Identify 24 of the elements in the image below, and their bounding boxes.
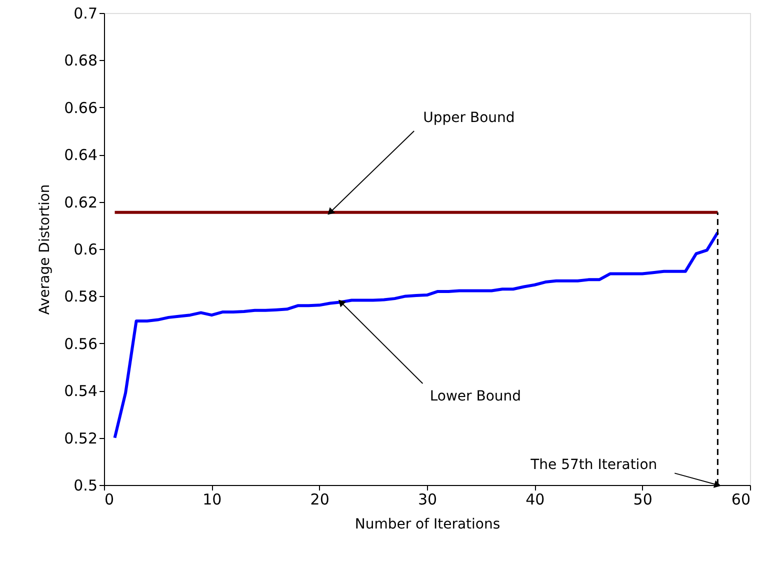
y-tick-label: 0.56 [64,334,98,353]
x-tick-label: 10 [202,490,222,508]
y-tick-label: 0.64 [64,146,98,164]
x-tick-label: 40 [526,490,545,508]
y-tick-label: 0.7 [74,4,98,22]
y-tick-label: 0.54 [64,382,98,400]
y-tick-label: 0.5 [74,476,98,494]
x-tick-label: 30 [418,490,438,508]
annotation: The 57th Iteration [530,456,658,473]
y-tick-label: 0.58 [64,288,98,306]
x-tick-label: 60 [731,490,750,508]
x-tick-label: 20 [310,490,330,508]
y-tick-label: 0.62 [64,193,98,212]
y-tick-label: 0.68 [64,52,98,70]
line-series [113,230,720,440]
x-axis-title: Number of Iterations [354,516,500,532]
y-tick-label: 0.6 [74,240,98,258]
y-tick-label: 0.66 [64,98,98,117]
x-tick-label: 0 [104,490,114,508]
y-axis-title: Average Distortion [37,184,54,315]
y-tick-label: 0.52 [64,429,98,448]
x-tick-label: 50 [633,490,652,508]
annotation: Upper Bound [423,110,515,126]
annotation: Lower Bound [430,388,522,404]
